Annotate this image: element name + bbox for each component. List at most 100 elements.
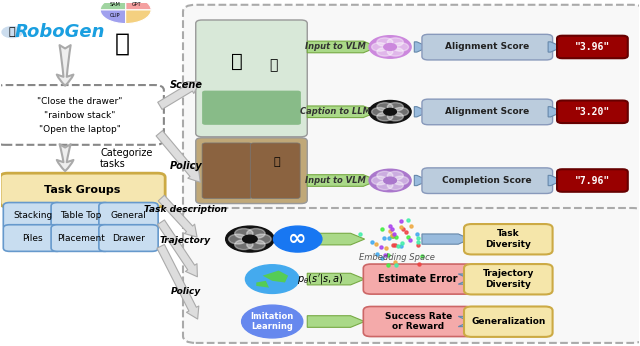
Circle shape (392, 176, 408, 185)
FancyBboxPatch shape (422, 99, 552, 125)
Circle shape (377, 181, 393, 190)
Polygon shape (262, 271, 288, 282)
FancyBboxPatch shape (99, 202, 158, 229)
Point (396, 224, 406, 230)
Text: Task description: Task description (144, 204, 227, 213)
Polygon shape (422, 234, 470, 244)
Polygon shape (414, 42, 428, 52)
Point (388, 231, 399, 237)
Circle shape (273, 226, 322, 252)
Circle shape (377, 103, 393, 111)
Circle shape (387, 171, 403, 180)
Point (398, 226, 408, 232)
Circle shape (369, 169, 411, 192)
Circle shape (392, 108, 408, 116)
FancyBboxPatch shape (51, 225, 110, 252)
Circle shape (253, 234, 271, 244)
Text: "7.96": "7.96" (575, 175, 610, 185)
Text: "3.20": "3.20" (575, 107, 610, 117)
Circle shape (377, 47, 393, 56)
Point (412, 231, 422, 237)
Text: Placement: Placement (57, 234, 105, 243)
Text: $p_\theta(s'|s,a)$: $p_\theta(s'|s,a)$ (297, 272, 343, 286)
Point (417, 254, 428, 259)
Text: Embedding Space: Embedding Space (358, 253, 435, 262)
Point (391, 262, 401, 268)
Text: Input to VLM: Input to VLM (305, 43, 365, 52)
FancyBboxPatch shape (0, 85, 164, 145)
Text: CLIP: CLIP (109, 13, 120, 18)
Text: Policy: Policy (170, 287, 201, 296)
FancyBboxPatch shape (196, 20, 307, 137)
Circle shape (243, 235, 257, 243)
Text: ∞: ∞ (289, 229, 307, 249)
Circle shape (387, 112, 403, 121)
Polygon shape (414, 175, 428, 186)
Point (376, 227, 387, 232)
Point (413, 242, 423, 248)
Point (380, 252, 390, 257)
Polygon shape (458, 316, 470, 327)
Polygon shape (256, 281, 269, 288)
Text: Table Top: Table Top (60, 211, 101, 220)
Text: Scene: Scene (170, 80, 203, 90)
Polygon shape (307, 316, 365, 327)
Circle shape (384, 44, 396, 51)
Text: Input to VLM: Input to VLM (305, 176, 365, 185)
Point (381, 245, 392, 251)
Circle shape (387, 38, 403, 46)
Text: Trajectory: Trajectory (160, 236, 211, 245)
Text: Policy: Policy (170, 161, 202, 171)
Text: RoboGen: RoboGen (14, 23, 104, 41)
Circle shape (372, 43, 388, 51)
Text: SAM: SAM (109, 2, 120, 7)
Point (406, 223, 417, 228)
FancyBboxPatch shape (250, 143, 300, 199)
FancyBboxPatch shape (0, 173, 165, 207)
Text: "Close the drawer": "Close the drawer" (36, 97, 122, 106)
FancyBboxPatch shape (202, 91, 301, 125)
FancyBboxPatch shape (464, 307, 552, 337)
Point (405, 237, 415, 243)
Circle shape (226, 226, 274, 252)
Point (379, 235, 389, 240)
Point (385, 228, 395, 234)
Text: 🦾: 🦾 (274, 157, 280, 167)
Point (377, 255, 387, 260)
FancyBboxPatch shape (364, 264, 473, 294)
Circle shape (377, 112, 393, 121)
Text: "Open the laptop": "Open the laptop" (38, 125, 120, 134)
Point (367, 239, 378, 245)
FancyBboxPatch shape (3, 225, 63, 252)
Text: Imitation
Learning: Imitation Learning (251, 312, 294, 331)
Point (391, 234, 401, 239)
Text: Estimate Error: Estimate Error (378, 274, 458, 284)
FancyBboxPatch shape (422, 34, 552, 60)
FancyBboxPatch shape (183, 208, 640, 343)
Polygon shape (414, 107, 428, 117)
Point (396, 243, 406, 249)
Polygon shape (307, 233, 365, 245)
Circle shape (387, 181, 403, 190)
Circle shape (235, 228, 253, 238)
Text: 🤖: 🤖 (9, 27, 15, 37)
Wedge shape (100, 0, 125, 10)
Point (413, 239, 424, 245)
Text: "3.96": "3.96" (575, 42, 610, 52)
Circle shape (387, 103, 403, 111)
Circle shape (235, 240, 253, 249)
Circle shape (2, 27, 22, 38)
Circle shape (247, 228, 265, 238)
Text: 🤖: 🤖 (231, 52, 243, 71)
Circle shape (372, 108, 388, 116)
Circle shape (384, 108, 396, 115)
Polygon shape (548, 42, 562, 52)
Point (401, 229, 411, 235)
Text: Piles: Piles (22, 234, 44, 243)
Point (387, 226, 397, 231)
Circle shape (242, 305, 303, 338)
FancyBboxPatch shape (557, 100, 628, 123)
Polygon shape (458, 274, 470, 284)
Point (383, 252, 393, 258)
FancyBboxPatch shape (196, 138, 307, 203)
